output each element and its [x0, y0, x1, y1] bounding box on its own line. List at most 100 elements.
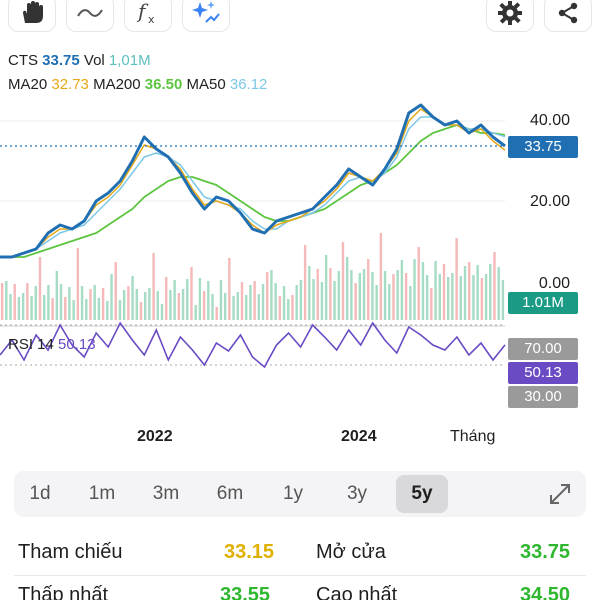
high-value: 34.50	[520, 584, 571, 600]
volume-bar	[240, 282, 244, 320]
line-tool-button[interactable]	[66, 0, 114, 32]
volume-bar	[287, 299, 290, 320]
volume-bar	[236, 292, 239, 320]
volume-bar	[17, 297, 21, 320]
volume-bar	[34, 286, 37, 320]
volume-bar	[282, 286, 286, 320]
timeframe-1y[interactable]: 1y	[282, 483, 304, 504]
timeframe-1m[interactable]: 1m	[88, 483, 116, 504]
volume-bar	[106, 301, 109, 320]
volume-bar	[160, 304, 164, 320]
volume-bar	[165, 277, 168, 320]
volume-bar	[55, 271, 59, 320]
volume-bar	[266, 272, 269, 320]
volume-bar	[38, 257, 42, 320]
volume-bar	[223, 293, 227, 320]
volume-bar	[219, 280, 223, 320]
rsi-value: 50.13	[58, 336, 96, 353]
volume-bar	[93, 285, 96, 320]
ma50-line	[0, 116, 506, 258]
rsi-label: RSI 14	[8, 336, 54, 353]
volume-bar	[383, 271, 387, 320]
share-button[interactable]	[544, 0, 592, 32]
volume-bar	[5, 281, 8, 320]
volume-bar	[308, 266, 311, 320]
volume-bar	[493, 252, 496, 320]
volume-bar	[303, 245, 307, 320]
settings-button[interactable]	[486, 0, 534, 32]
volume-bar	[110, 274, 113, 320]
volume-bar	[341, 242, 345, 320]
volume-bar	[207, 281, 210, 320]
timeframe-6m[interactable]: 6m	[216, 483, 244, 504]
high-label: Cao nhất	[316, 584, 398, 600]
volume-bar	[489, 264, 492, 320]
vol-value: 1,01M	[108, 52, 151, 69]
price-chart[interactable]	[0, 90, 600, 420]
volume-bar	[367, 259, 370, 320]
timeframe-5y[interactable]: 5y	[396, 475, 448, 513]
volume-bar	[434, 261, 437, 320]
volume-bar	[404, 273, 408, 320]
rsi-line	[0, 321, 506, 369]
y-tick-20: 20.00	[529, 193, 570, 210]
volume-bar	[80, 286, 84, 320]
timeframe-selector: 1d 1m 3m 6m 1y 3y 5y	[14, 471, 586, 517]
timeframe-3y[interactable]: 3y	[346, 483, 368, 504]
volume-bar	[249, 285, 252, 320]
volume-bar	[76, 248, 80, 320]
volume-bar	[270, 270, 273, 320]
volume-bar	[350, 270, 353, 320]
volume-bar	[333, 281, 336, 320]
volume-bar	[278, 296, 282, 320]
share-icon	[558, 2, 578, 24]
symbol-label: CTS	[8, 52, 38, 69]
timeframe-1d[interactable]: 1d	[29, 483, 51, 504]
last-price-tag: 33.75	[508, 136, 578, 158]
volume-bar	[388, 284, 391, 320]
volume-bar	[194, 305, 197, 320]
volume-bar	[186, 279, 189, 320]
volume-bar	[379, 233, 383, 320]
open-label: Mở cửa	[316, 541, 386, 563]
volume-bar	[97, 298, 101, 320]
volume-bar	[291, 295, 294, 320]
hand-tool-button[interactable]	[8, 0, 56, 32]
volume-bar	[47, 285, 50, 320]
rsi-legend: RSI 14 50.13	[8, 336, 96, 353]
volume-bar	[362, 269, 366, 320]
volume-bar	[345, 257, 349, 320]
volume-bar	[211, 294, 214, 320]
volume-bar	[421, 262, 425, 320]
volume-bar	[13, 284, 16, 320]
low-value: 33.55	[220, 584, 271, 600]
vol-tick-0: 0.00	[538, 275, 570, 292]
ma200-value: 36.50	[144, 76, 183, 93]
ma200-label: MA200	[93, 76, 141, 93]
volume-bar	[131, 276, 134, 320]
volume-bar	[143, 292, 147, 320]
ma20-label: MA20	[8, 76, 48, 93]
low-label: Thấp nhất	[18, 584, 109, 600]
ma-legend: MA20 32.73 MA200 36.50 MA50 36.12	[8, 76, 267, 93]
volume-bar	[156, 291, 160, 320]
volume-bar	[371, 272, 374, 320]
ma50-value: 36.12	[229, 76, 268, 93]
ma20-line	[0, 108, 506, 258]
timeframe-3m[interactable]: 3m	[152, 483, 180, 504]
volume-bar	[316, 269, 319, 320]
volume-bar	[468, 262, 471, 320]
volume-bar	[295, 285, 298, 320]
volume-bar	[472, 275, 475, 320]
volume-bar	[51, 298, 54, 320]
volume-bar	[337, 271, 340, 320]
volume-bar	[173, 280, 176, 320]
volume-bar	[409, 286, 412, 320]
volume-bar	[101, 288, 105, 320]
expand-icon[interactable]	[548, 482, 572, 506]
reference-value: 33.15	[224, 541, 275, 563]
volume-bar	[9, 294, 12, 320]
y-tick-40: 40.00	[529, 112, 570, 129]
ai-button[interactable]	[182, 0, 230, 32]
